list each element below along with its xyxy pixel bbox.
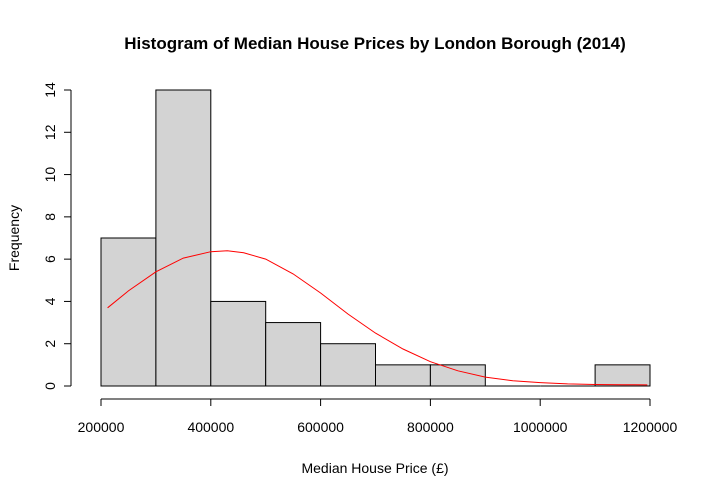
density-curve [107, 250, 648, 386]
y-tick-label: 2 [42, 340, 58, 348]
y-tick-label: 10 [42, 167, 58, 183]
histogram-bar-6 [429, 364, 486, 387]
x-tick-label: 1200000 [623, 419, 678, 435]
bars-group [100, 89, 651, 387]
histogram-bar-4 [320, 343, 377, 387]
x-tick-label: 800000 [407, 419, 454, 435]
histogram-bar-5 [375, 364, 431, 387]
density-curve-group [107, 250, 648, 386]
x-axis-label: Median House Price (£) [301, 460, 448, 476]
histogram-bar-2 [210, 300, 267, 387]
x-tick-label: 400000 [187, 419, 234, 435]
y-tick-label: 4 [42, 297, 58, 305]
histogram-bar-1 [155, 89, 212, 387]
y-tick-label: 14 [42, 82, 58, 98]
y-axis-label: Frequency [6, 205, 22, 271]
x-axis: 200000 400000 600000 800000 1000000 1200000 [78, 398, 678, 435]
histogram-bar-3 [265, 322, 322, 387]
chart-title: Histogram of Median House Prices by Lond… [124, 34, 626, 53]
x-tick-label: 1000000 [513, 419, 568, 435]
x-tick-label: 200000 [78, 419, 125, 435]
histogram-bar-9 [594, 364, 651, 387]
y-tick-label: 6 [42, 255, 58, 263]
y-tick-label: 0 [42, 382, 58, 390]
y-tick-label: 12 [42, 124, 58, 140]
y-axis: 0 2 4 6 8 10 12 14 [42, 82, 72, 390]
x-tick-label: 600000 [297, 419, 344, 435]
histogram-bar-0 [100, 237, 157, 387]
y-tick-label: 8 [42, 213, 58, 221]
